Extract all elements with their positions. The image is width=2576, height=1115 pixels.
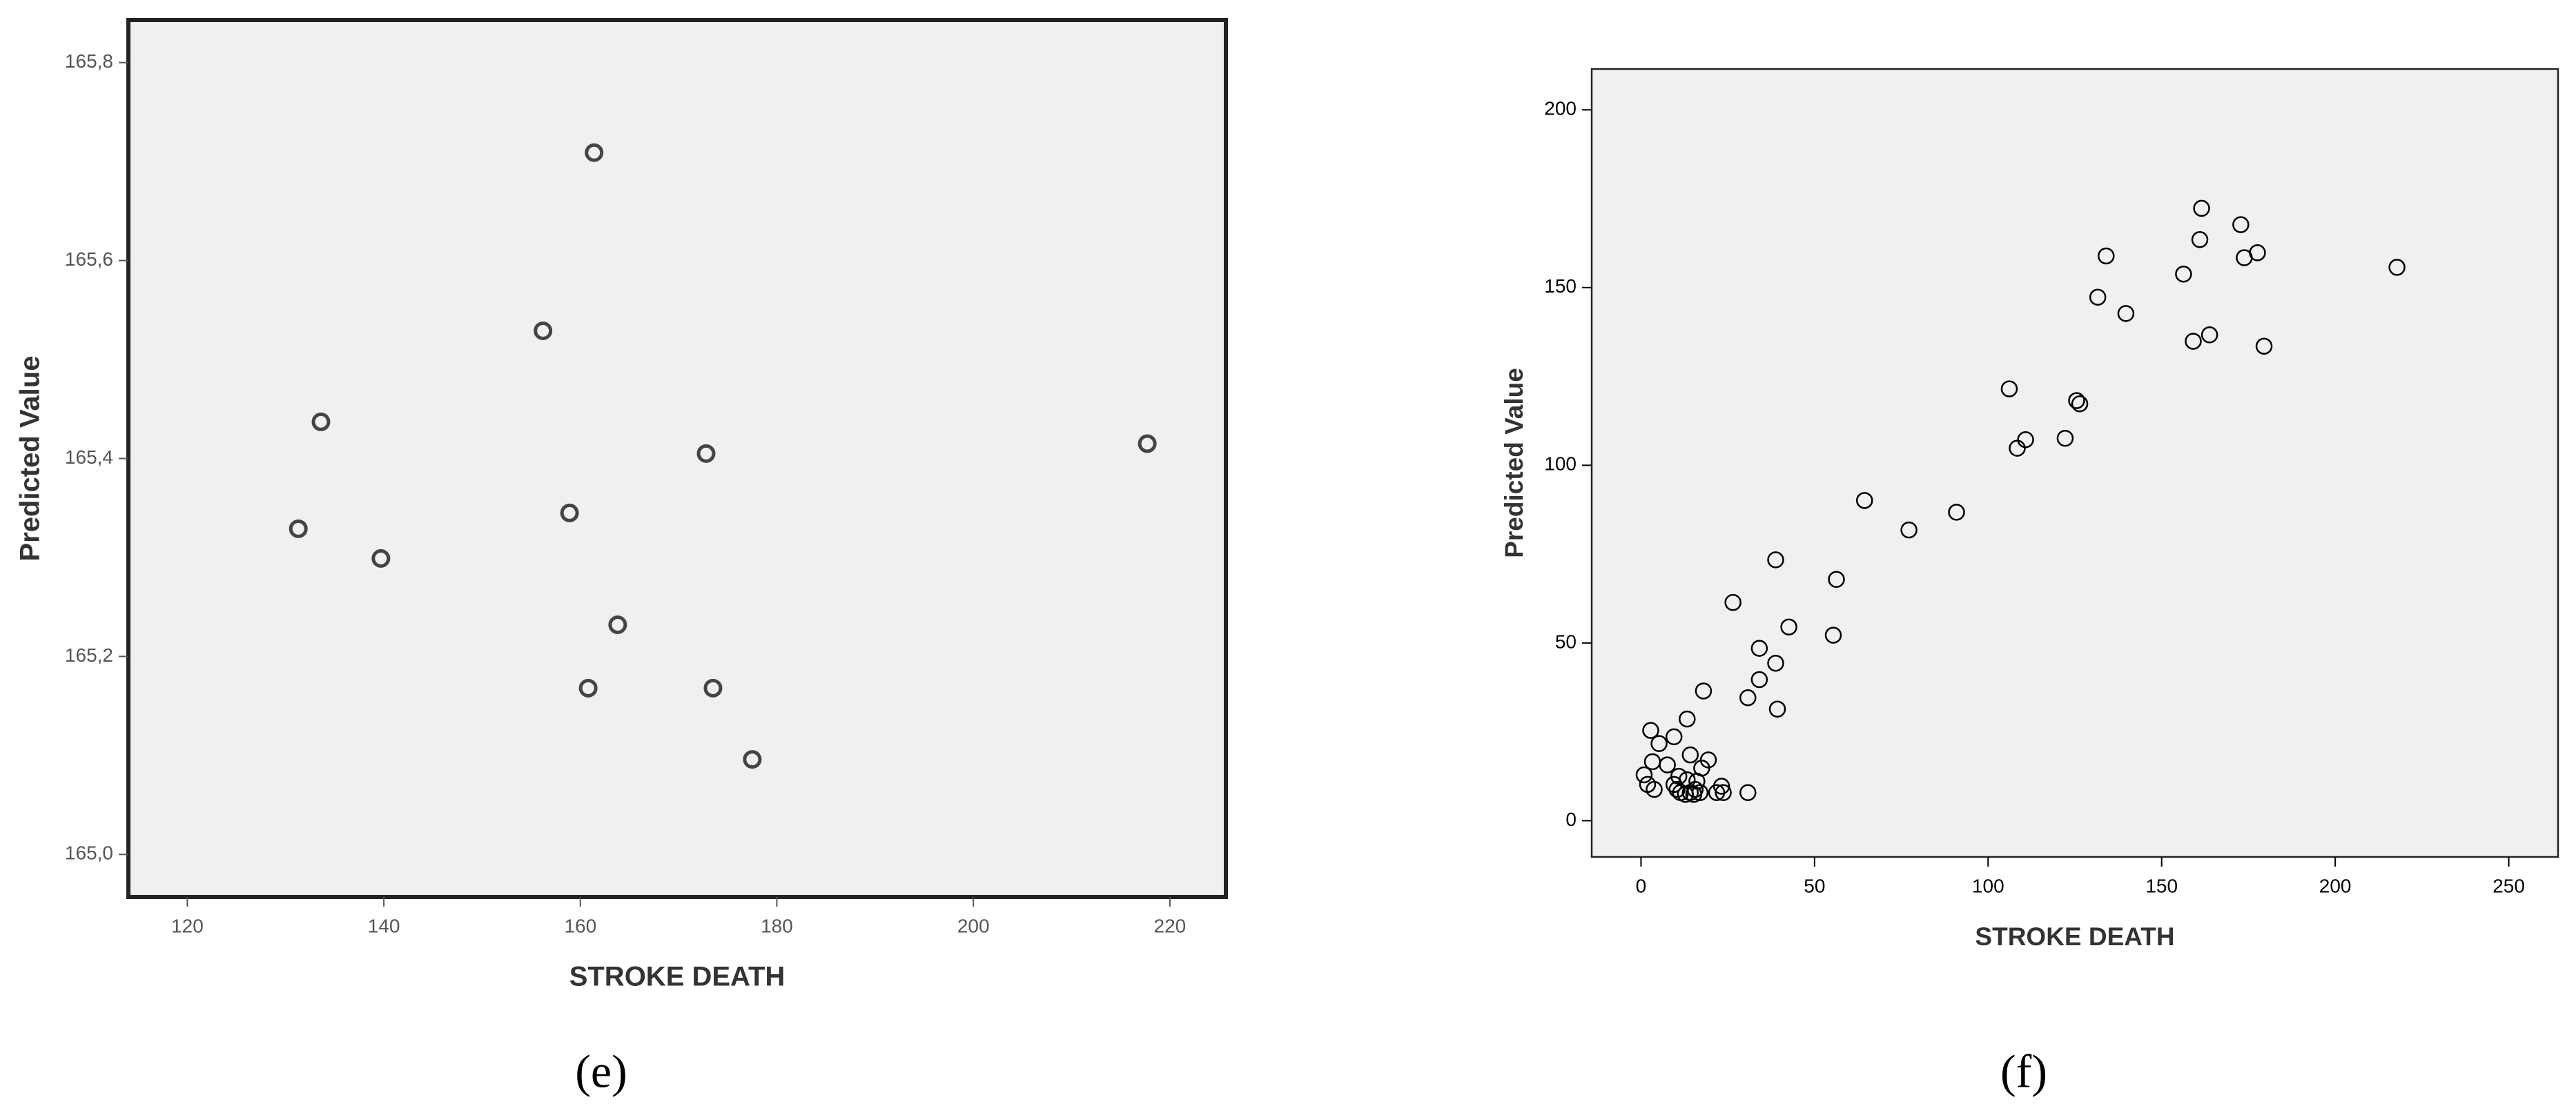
y-tick-label: 165,4 <box>65 446 113 468</box>
data-point <box>1739 689 1757 707</box>
x-tick-label: 220 <box>1154 915 1187 936</box>
data-point <box>2068 392 2085 409</box>
data-point <box>560 503 579 522</box>
data-point <box>371 549 391 568</box>
data-point <box>1828 571 1845 588</box>
data-point <box>1668 780 1686 798</box>
y-tick-label: 165,8 <box>65 50 113 72</box>
data-point <box>2009 440 2026 457</box>
data-point <box>1750 640 1768 657</box>
data-point <box>289 519 308 538</box>
data-point <box>1856 492 1873 509</box>
y-tick-label: 165,6 <box>65 248 113 270</box>
data-point <box>1665 728 1683 746</box>
plot-area <box>1590 68 2559 858</box>
data-point <box>578 678 598 698</box>
data-point <box>1138 434 1157 453</box>
data-point <box>585 143 604 162</box>
x-tick-label: 200 <box>2319 875 2352 896</box>
data-point <box>1750 671 1768 689</box>
data-point <box>1708 784 1726 802</box>
caption: (f) <box>2000 1045 2047 1098</box>
data-point <box>1650 735 1668 752</box>
data-point <box>2117 305 2135 322</box>
y-axis-label: Predicted Value <box>15 356 46 562</box>
data-point <box>743 750 762 769</box>
x-tick-label: 120 <box>171 915 204 936</box>
data-point <box>534 321 553 340</box>
data-point <box>1695 682 1713 700</box>
data-point <box>2236 249 2253 266</box>
data-point <box>2098 247 2115 265</box>
data-point <box>1679 710 1696 728</box>
x-tick-label: 50 <box>1804 875 1825 896</box>
caption: (e) <box>575 1045 627 1098</box>
data-point <box>2056 429 2074 447</box>
x-tick-label: 250 <box>2492 875 2525 896</box>
x-tick-label: 180 <box>761 915 793 936</box>
data-point <box>2071 395 2089 413</box>
data-point <box>2175 265 2192 283</box>
y-tick-label: 165,0 <box>65 842 113 864</box>
data-point <box>1824 626 1842 644</box>
data-point <box>1685 786 1703 803</box>
data-point <box>311 412 331 431</box>
data-point <box>1659 756 1676 773</box>
data-point <box>1948 504 1965 521</box>
data-point <box>1646 780 1663 798</box>
x-tick-label: 200 <box>957 915 990 936</box>
data-point <box>2232 216 2250 233</box>
data-point <box>1715 784 1732 802</box>
plot-area <box>126 18 1228 899</box>
x-tick-label: 150 <box>2145 875 2178 896</box>
data-point <box>1767 655 1784 672</box>
x-axis-label: STROKE DEATH <box>1975 922 2174 951</box>
x-tick-label: 0 <box>1636 875 1647 896</box>
data-point <box>2201 326 2218 344</box>
data-point <box>1681 746 1699 764</box>
x-tick-label: 100 <box>1972 875 2004 896</box>
data-point <box>608 615 627 635</box>
data-point <box>1677 786 1695 803</box>
data-point <box>1642 722 1659 739</box>
data-point <box>2185 333 2202 350</box>
y-tick-label: 100 <box>1544 453 1577 475</box>
data-point <box>1780 618 1797 635</box>
data-point <box>2193 199 2210 217</box>
x-axis-label: STROKE DEATH <box>569 962 786 992</box>
y-tick-label: 50 <box>1555 631 1577 652</box>
data-point <box>696 444 716 463</box>
y-axis-label: Predicted Value <box>1500 368 1528 558</box>
y-tick-label: 165,2 <box>65 644 113 666</box>
y-tick-label: 200 <box>1544 98 1577 119</box>
y-tick-label: 150 <box>1544 275 1577 297</box>
data-point <box>2388 259 2406 276</box>
data-point <box>1724 593 1741 611</box>
y-tick-label: 0 <box>1565 809 1577 830</box>
data-point <box>703 678 723 698</box>
data-point <box>1768 700 1786 718</box>
data-point <box>1900 521 1918 539</box>
data-point <box>1670 767 1688 785</box>
data-point <box>2089 288 2107 306</box>
data-point <box>2191 231 2209 248</box>
data-point <box>1739 784 1757 802</box>
x-tick-label: 140 <box>368 915 400 936</box>
data-point <box>2000 380 2018 397</box>
data-point <box>2255 337 2273 355</box>
data-point <box>1767 551 1784 569</box>
x-tick-label: 160 <box>564 915 596 936</box>
data-point <box>1635 766 1653 784</box>
